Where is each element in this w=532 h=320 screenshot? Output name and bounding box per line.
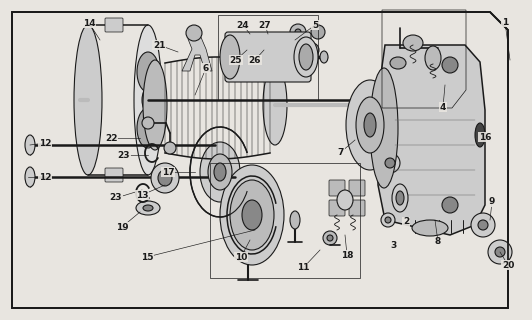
Ellipse shape (305, 43, 319, 57)
Ellipse shape (242, 200, 262, 230)
Bar (218, 15, 318, 100)
Text: 7: 7 (338, 148, 344, 156)
Ellipse shape (295, 29, 301, 35)
Text: 21: 21 (153, 41, 165, 50)
Text: 8: 8 (435, 237, 441, 246)
Ellipse shape (478, 220, 488, 230)
Text: 9: 9 (489, 197, 495, 206)
Ellipse shape (220, 35, 240, 79)
Ellipse shape (142, 117, 154, 129)
Ellipse shape (412, 220, 448, 236)
Text: 16: 16 (479, 132, 491, 141)
Text: 17: 17 (162, 167, 174, 177)
Text: 25: 25 (230, 55, 242, 65)
Polygon shape (378, 45, 485, 235)
FancyBboxPatch shape (329, 180, 345, 196)
Ellipse shape (364, 113, 376, 137)
Ellipse shape (220, 165, 284, 265)
Ellipse shape (290, 211, 300, 229)
Text: 23: 23 (118, 150, 130, 159)
Ellipse shape (134, 25, 162, 175)
Ellipse shape (471, 213, 495, 237)
Text: 13: 13 (136, 190, 148, 199)
Text: 11: 11 (297, 263, 309, 273)
Text: 4: 4 (440, 102, 446, 111)
Text: 12: 12 (39, 139, 51, 148)
Text: 24: 24 (237, 20, 250, 29)
Text: 6: 6 (203, 63, 209, 73)
Ellipse shape (292, 46, 300, 54)
Ellipse shape (327, 235, 333, 241)
Text: 15: 15 (141, 252, 153, 261)
Ellipse shape (396, 191, 404, 205)
Text: 20: 20 (502, 260, 514, 269)
Ellipse shape (442, 57, 458, 73)
Ellipse shape (137, 108, 159, 148)
Ellipse shape (214, 163, 226, 181)
Ellipse shape (475, 123, 485, 147)
Text: 26: 26 (249, 55, 261, 65)
Ellipse shape (385, 158, 395, 168)
Ellipse shape (323, 231, 337, 245)
Ellipse shape (151, 163, 179, 193)
Ellipse shape (142, 88, 154, 112)
Text: 23: 23 (110, 194, 122, 203)
Ellipse shape (337, 190, 353, 210)
FancyBboxPatch shape (105, 168, 123, 182)
Ellipse shape (200, 142, 240, 202)
FancyBboxPatch shape (225, 32, 311, 82)
Ellipse shape (392, 184, 408, 212)
Ellipse shape (158, 170, 172, 186)
Text: 18: 18 (341, 251, 353, 260)
Ellipse shape (290, 24, 306, 40)
FancyBboxPatch shape (329, 200, 345, 216)
Ellipse shape (488, 240, 512, 264)
Text: 27: 27 (259, 20, 271, 29)
Ellipse shape (311, 25, 325, 39)
Ellipse shape (370, 68, 398, 188)
Text: 3: 3 (391, 242, 397, 251)
Ellipse shape (143, 60, 167, 150)
Bar (210, 163, 360, 278)
FancyBboxPatch shape (349, 180, 365, 196)
Ellipse shape (495, 247, 505, 257)
Text: 5: 5 (312, 20, 318, 29)
Ellipse shape (381, 213, 395, 227)
Polygon shape (182, 35, 212, 71)
Ellipse shape (208, 154, 232, 190)
FancyBboxPatch shape (349, 200, 365, 216)
Text: 22: 22 (105, 133, 117, 142)
Ellipse shape (320, 51, 328, 63)
Ellipse shape (186, 25, 202, 41)
Text: 10: 10 (235, 252, 247, 261)
Ellipse shape (263, 65, 287, 145)
Ellipse shape (288, 42, 304, 58)
Text: 1: 1 (502, 18, 508, 27)
Ellipse shape (403, 35, 423, 51)
Ellipse shape (230, 180, 274, 250)
Ellipse shape (164, 142, 176, 154)
Ellipse shape (74, 25, 102, 175)
Ellipse shape (346, 80, 394, 170)
Ellipse shape (385, 217, 391, 223)
Ellipse shape (309, 47, 315, 53)
Ellipse shape (25, 135, 35, 155)
Ellipse shape (136, 201, 160, 215)
Ellipse shape (299, 44, 313, 70)
Ellipse shape (25, 167, 35, 187)
Ellipse shape (143, 205, 153, 211)
Ellipse shape (442, 197, 458, 213)
Text: 14: 14 (82, 19, 95, 28)
FancyBboxPatch shape (105, 18, 123, 32)
Ellipse shape (137, 52, 159, 92)
Ellipse shape (390, 57, 406, 69)
Text: 12: 12 (39, 172, 51, 181)
Ellipse shape (425, 46, 441, 70)
Ellipse shape (294, 37, 318, 77)
Ellipse shape (356, 97, 384, 153)
Text: 19: 19 (115, 222, 128, 231)
Text: 2: 2 (403, 218, 409, 227)
Polygon shape (12, 12, 508, 308)
Ellipse shape (380, 153, 400, 173)
